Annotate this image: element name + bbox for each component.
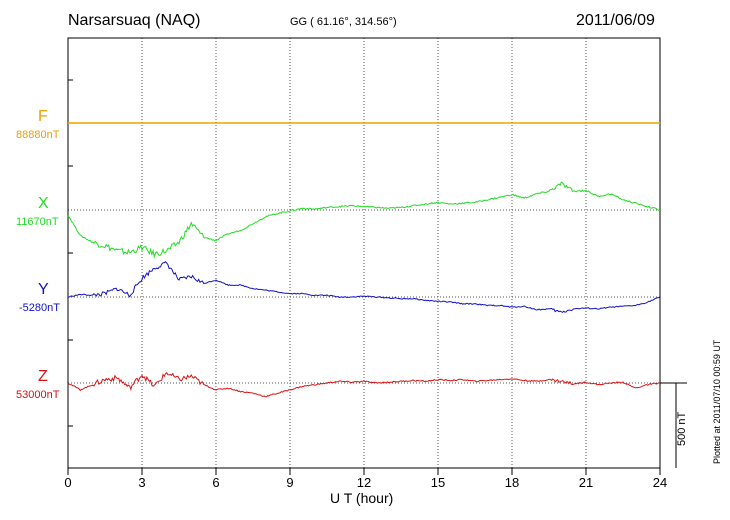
channel-base-X: 11670nT xyxy=(16,216,59,228)
x-tick-label-24: 24 xyxy=(652,475,668,490)
plotted-timestamp: Plotted at 2011/07/10 00:59 UT xyxy=(712,339,722,464)
channel-base-Z: 53000nT xyxy=(16,389,60,401)
date-label: 2011/06/09 xyxy=(576,12,655,29)
channel-name-Z: Z xyxy=(38,368,48,385)
series-line-Y xyxy=(68,261,661,314)
series-line-Z xyxy=(67,372,661,398)
x-tick-label-21: 21 xyxy=(578,475,594,490)
channel-base-F: 88880nT xyxy=(16,129,60,141)
scale-bar-label: 500 nT xyxy=(676,411,688,446)
coordinates-label: GG ( 61.16°, 314.56°) xyxy=(290,16,397,28)
x-tick-label-3: 3 xyxy=(138,475,146,490)
channel-base-Y: -5280nT xyxy=(19,302,60,314)
x-tick-label-12: 12 xyxy=(356,475,372,490)
channel-name-X: X xyxy=(38,195,49,212)
x-tick-label-18: 18 xyxy=(504,475,520,490)
x-axis-label: U T (hour) xyxy=(330,490,394,506)
channel-name-F: F xyxy=(38,108,48,125)
channel-name-Y: Y xyxy=(38,281,49,298)
x-tick-label-0: 0 xyxy=(64,475,72,490)
plot-frame xyxy=(67,37,661,469)
x-tick-label-6: 6 xyxy=(212,475,220,490)
x-tick-label-9: 9 xyxy=(286,475,294,490)
station-title: Narsarsuaq (NAQ) xyxy=(68,12,201,29)
x-tick-label-15: 15 xyxy=(430,475,446,490)
series-line-X xyxy=(67,181,661,259)
